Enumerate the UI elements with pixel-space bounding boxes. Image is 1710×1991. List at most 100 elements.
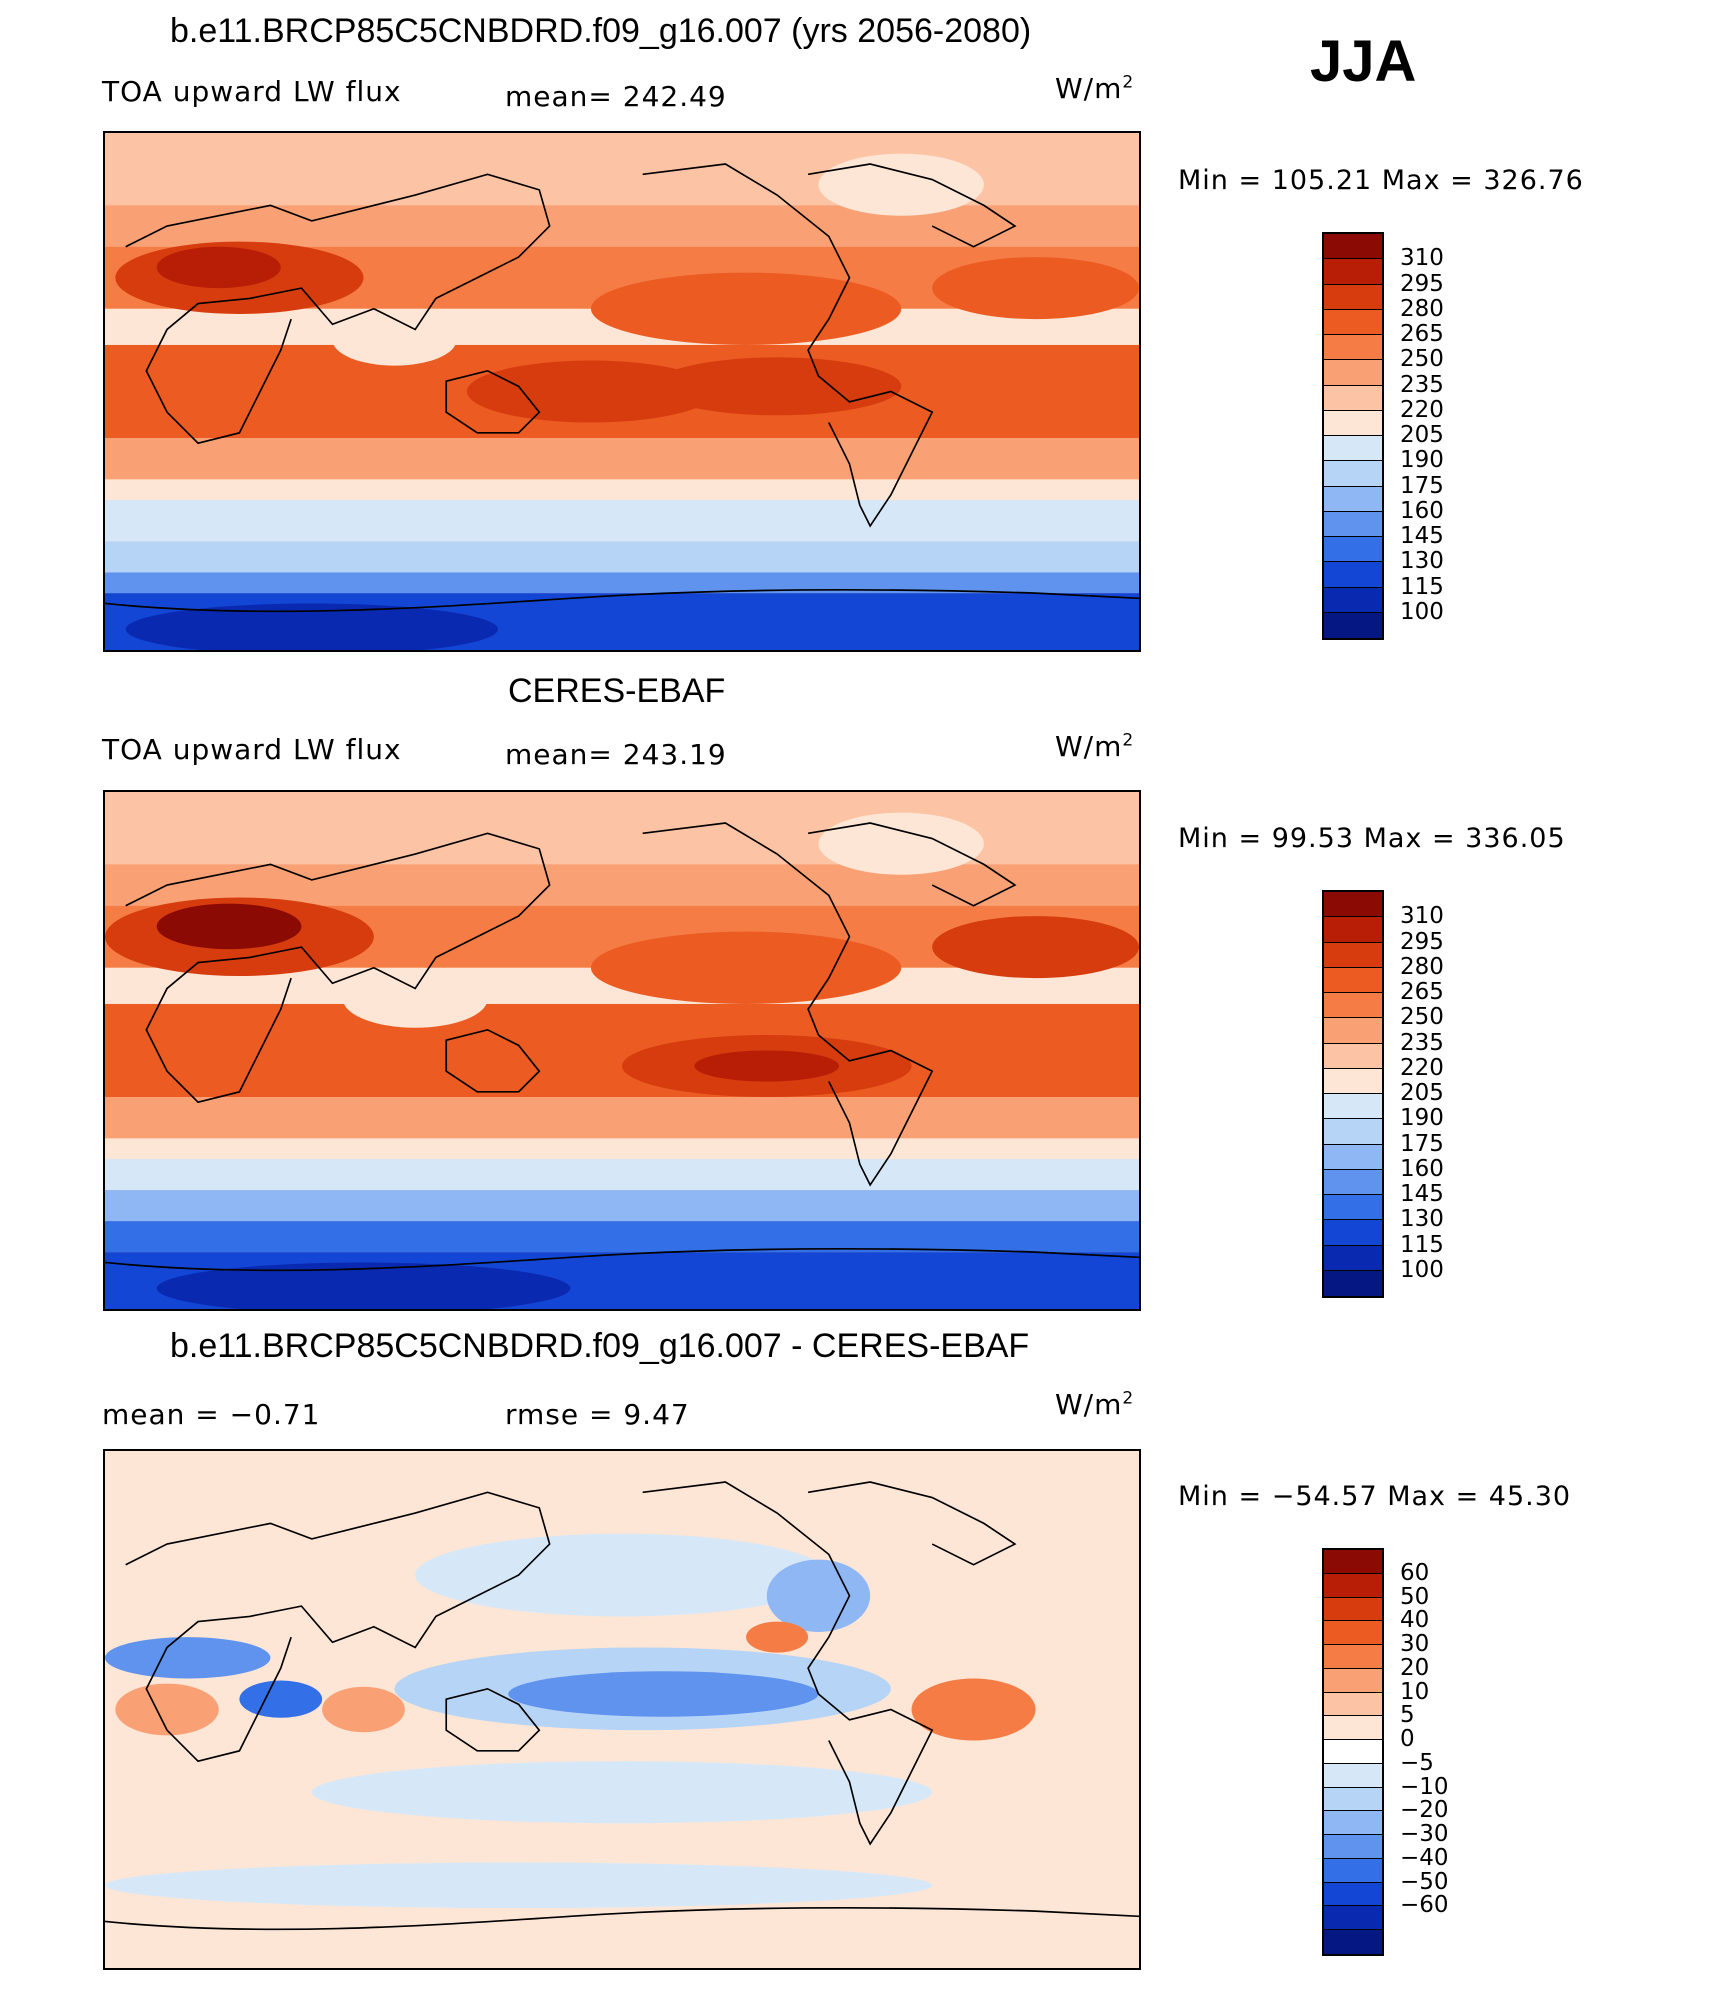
panel2-variable-label: TOA upward LW flux bbox=[102, 733, 402, 766]
coastlines bbox=[105, 1481, 1139, 1931]
coastlines bbox=[105, 822, 1139, 1272]
panel3-colorbar bbox=[1322, 1548, 1384, 1956]
colorbar-swatch bbox=[1324, 1763, 1382, 1788]
colorbar-tick-label: 5 bbox=[1400, 1702, 1415, 1729]
colorbar-swatch bbox=[1324, 892, 1382, 918]
cold-region bbox=[156, 1262, 571, 1309]
colorbar-tick-label: 115 bbox=[1400, 573, 1444, 600]
colorbar-swatch bbox=[1324, 234, 1382, 260]
colorbar-tick-label: −50 bbox=[1400, 1868, 1449, 1895]
positive-region bbox=[322, 1686, 405, 1733]
panel3-mean-label: mean = −0.71 bbox=[102, 1398, 321, 1431]
colorbar-swatch bbox=[1324, 486, 1382, 512]
band bbox=[105, 205, 1139, 247]
colorbar-swatch bbox=[1324, 1740, 1382, 1764]
panel1-map bbox=[103, 131, 1141, 652]
season-label: JJA bbox=[1310, 29, 1417, 94]
warm-region bbox=[590, 272, 902, 345]
colorbar-tick-label: 20 bbox=[1400, 1654, 1430, 1681]
colorbar-tick-label: 250 bbox=[1400, 346, 1444, 373]
panel3-map-svg bbox=[105, 1451, 1139, 1968]
panel2-title: CERES-EBAF bbox=[508, 672, 726, 710]
warm-region bbox=[653, 357, 902, 416]
colorbar-tick-label: 10 bbox=[1400, 1678, 1430, 1705]
colorbar-swatch bbox=[1324, 1220, 1382, 1246]
colorbar-swatch bbox=[1324, 360, 1382, 386]
colorbar-swatch bbox=[1324, 1144, 1382, 1170]
band bbox=[105, 864, 1139, 906]
colorbar-tick-label: −5 bbox=[1400, 1749, 1434, 1776]
colorbar-swatch bbox=[1324, 612, 1382, 638]
band bbox=[105, 1097, 1139, 1139]
panel2-colorbar bbox=[1322, 890, 1384, 1298]
cold-region bbox=[125, 603, 498, 650]
warm-core bbox=[694, 1050, 840, 1082]
colorbar-tick-label: 310 bbox=[1400, 245, 1444, 272]
colorbar-swatch bbox=[1324, 942, 1382, 968]
positive-region bbox=[911, 1678, 1036, 1741]
colorbar-swatch bbox=[1324, 385, 1382, 411]
colorbar-tick-label: −60 bbox=[1400, 1892, 1449, 1919]
colorbar-swatch bbox=[1324, 1018, 1382, 1044]
colorbar-tick-label: 160 bbox=[1400, 1155, 1444, 1182]
colorbar-tick-label: 220 bbox=[1400, 1054, 1444, 1081]
colorbar-swatch bbox=[1324, 1668, 1382, 1693]
colorbar-tick-label: 295 bbox=[1400, 270, 1444, 297]
panel3-minmax: Min = −54.57 Max = 45.30 bbox=[1178, 1481, 1572, 1512]
colorbar-swatch bbox=[1324, 1119, 1382, 1145]
colorbar-tick-label: −10 bbox=[1400, 1773, 1449, 1800]
colorbar-swatch bbox=[1324, 1930, 1382, 1954]
colorbar-swatch bbox=[1324, 1068, 1382, 1094]
positive-region bbox=[746, 1621, 809, 1653]
panel1-unit-label: W/m2 bbox=[1055, 72, 1135, 105]
panel1-mean-label: mean= 242.49 bbox=[505, 80, 727, 113]
colorbar-swatch bbox=[1324, 1270, 1382, 1296]
cold-region bbox=[818, 812, 984, 875]
panel1-variable-label: TOA upward LW flux bbox=[102, 75, 402, 108]
colorbar-tick-label: 280 bbox=[1400, 953, 1444, 980]
negative-region bbox=[415, 1533, 829, 1617]
colorbar-swatch bbox=[1324, 1597, 1382, 1622]
colorbar-tick-label: 175 bbox=[1400, 1130, 1444, 1157]
colorbar-swatch bbox=[1324, 1621, 1382, 1645]
band bbox=[105, 572, 1139, 594]
colorbar-tick-label: 265 bbox=[1400, 979, 1444, 1005]
colorbar-tick-label: 265 bbox=[1400, 321, 1444, 347]
colorbar-tick-label: 235 bbox=[1400, 371, 1444, 398]
colorbar-swatch bbox=[1324, 284, 1382, 310]
panel2-mean-label: mean= 243.19 bbox=[505, 738, 727, 771]
colorbar-swatch bbox=[1324, 562, 1382, 588]
band bbox=[105, 1221, 1139, 1253]
panel3-unit-label: W/m2 bbox=[1055, 1388, 1135, 1421]
colorbar-tick-label: 205 bbox=[1400, 422, 1444, 448]
colorbar-tick-label: 100 bbox=[1400, 1256, 1444, 1283]
colorbar-swatch bbox=[1324, 1906, 1382, 1930]
colorbar-tick-label: 130 bbox=[1400, 548, 1444, 575]
colorbar-swatch bbox=[1324, 587, 1382, 613]
colorbar-swatch bbox=[1324, 967, 1382, 993]
warm-region bbox=[932, 257, 1139, 320]
colorbar-swatch bbox=[1324, 1245, 1382, 1271]
colorbar-tick-label: 175 bbox=[1400, 472, 1444, 499]
warm-core bbox=[156, 246, 281, 289]
warm-region bbox=[932, 916, 1139, 979]
colorbar-swatch bbox=[1324, 1787, 1382, 1812]
colorbar-tick-label: 205 bbox=[1400, 1080, 1444, 1106]
cold-region bbox=[818, 153, 984, 216]
negative-region bbox=[311, 1761, 933, 1824]
convective-region bbox=[332, 313, 457, 366]
colorbar-tick-label: 145 bbox=[1400, 1181, 1444, 1207]
colorbar-tick-label: 60 bbox=[1400, 1559, 1430, 1586]
band bbox=[105, 500, 1139, 542]
band bbox=[105, 1138, 1139, 1160]
coastlines bbox=[105, 163, 1139, 613]
colorbar-tick-label: 100 bbox=[1400, 598, 1444, 625]
colorbar-tick-label: 145 bbox=[1400, 523, 1444, 549]
panel1-map-svg bbox=[105, 133, 1139, 650]
band bbox=[105, 1159, 1139, 1191]
colorbar-tick-label: 40 bbox=[1400, 1607, 1430, 1634]
warm-region bbox=[590, 931, 902, 1004]
colorbar-swatch bbox=[1324, 993, 1382, 1019]
colorbar-swatch bbox=[1324, 1195, 1382, 1221]
colorbar-swatch bbox=[1324, 335, 1382, 361]
